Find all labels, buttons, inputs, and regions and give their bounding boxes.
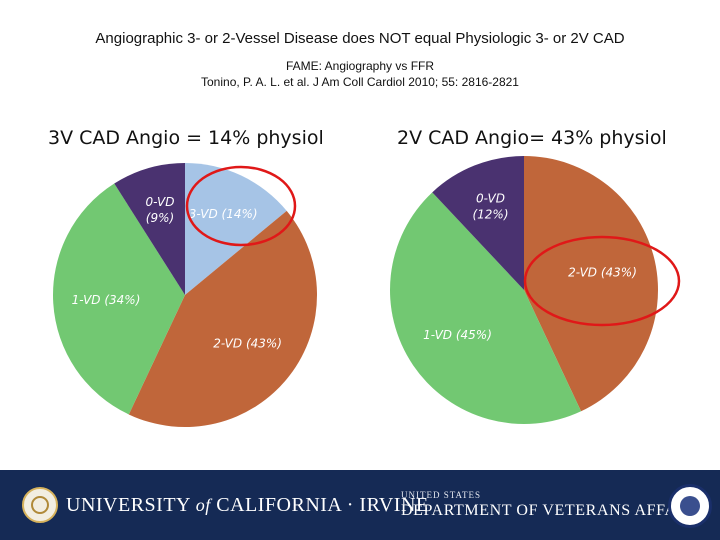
footer-bar: UNIVERSITY of CALIFORNIA · IRVINE UNITED… — [0, 470, 720, 540]
va-department-name: DEPARTMENT OF VETERANS AFFAIRS — [401, 502, 704, 519]
uci-word-university: UNIVERSITY — [66, 494, 191, 516]
citation: Tonino, P. A. L. et al. J Am Coll Cardio… — [201, 75, 519, 89]
va-seal-logo — [668, 484, 712, 528]
uci-seal-logo — [22, 487, 58, 523]
pie1-label-2-vd: 2-VD (43%) — [213, 337, 282, 351]
pie1-slice-2-vd — [128, 210, 318, 428]
pie2-label-0-vd: 0-VD (12%) — [472, 191, 508, 221]
pie1-slice-0-vd — [114, 163, 185, 295]
pie1-label-3-vd: 3-VD (14%) — [189, 207, 258, 221]
pie1-slice-3-vd — [185, 163, 287, 295]
pie2-slice-0-vd — [432, 156, 524, 290]
va-united-states: UNITED STATES — [401, 490, 482, 500]
pie-chart-1: 3-VD (14%) 2-VD (43%) 1-VD (34%) 0-VD (9%) — [52, 163, 318, 428]
pie1-slice-1-vd — [52, 183, 185, 415]
pie2-slice-2-vd — [524, 156, 659, 412]
pie2-highlight-circle — [523, 235, 681, 327]
pie1-highlight-circle — [185, 165, 297, 247]
uci-word-of: of — [195, 495, 211, 515]
slide-title: Angiographic 3- or 2-Vessel Disease does… — [95, 30, 625, 47]
uci-wordmark: UNIVERSITY of CALIFORNIA · IRVINE — [66, 494, 429, 517]
study-name: FAME: Angiography vs FFR — [285, 59, 435, 73]
pie-charts: 3-VD (14%) 2-VD (43%) 1-VD (34%) 0-VD (9%) 2-… — [52, 156, 681, 428]
left-chart-title: 3V CAD Angio = 14% physiol — [48, 127, 324, 149]
pie2-label-2-vd: 2-VD (43%) — [568, 266, 637, 280]
uci-word-california-irvine: CALIFORNIA · IRVINE — [216, 494, 429, 516]
pie1-label-1-vd: 1-VD (34%) — [72, 293, 141, 307]
right-chart-title: 2V CAD Angio= 43% physiol — [397, 127, 667, 149]
pie-chart-2: 2-VD (43%) 1-VD (45%) 0-VD (12%) — [390, 156, 681, 425]
pie2-slice-1-vd — [390, 192, 582, 425]
pie2-label-1-vd: 1-VD (45%) — [423, 328, 492, 342]
pie1-label-0-vd: 0-VD (9%) — [146, 195, 175, 225]
